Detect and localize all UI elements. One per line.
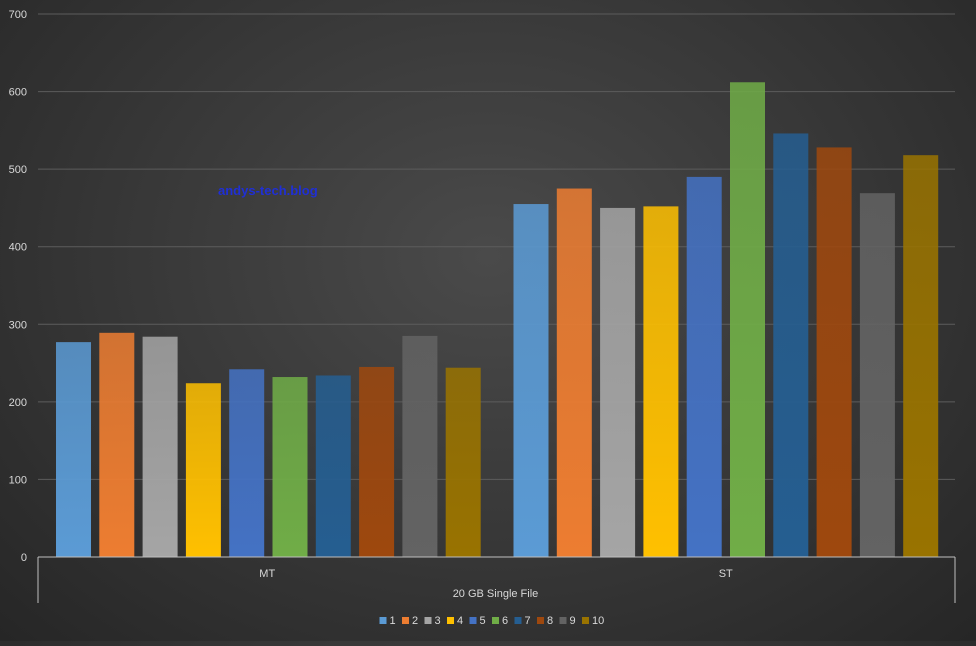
legend-item: 1 [379,615,396,627]
y-tick-label: 200 [9,397,27,409]
legend-label: 4 [457,615,463,627]
legend-swatch [402,617,409,624]
y-tick-label: 100 [9,474,27,486]
legend-label: 1 [390,615,396,627]
bar-mt-series-2 [99,332,135,557]
legend-label: 10 [592,615,604,627]
y-tick-label: 300 [9,319,27,331]
legend-label: 9 [570,615,576,627]
bar-mt-series-8 [359,366,395,557]
legend-label: 5 [480,615,486,627]
legend-item: 10 [582,615,604,627]
bar-mt-series-1 [56,342,91,557]
legend-swatch [537,617,544,624]
legend-swatch [447,617,454,624]
legend-swatch [469,617,477,624]
bar-mt-series-6 [272,377,308,557]
legend-swatch [379,617,387,624]
bar-mt-series-7 [315,375,351,557]
legend-label: 2 [412,615,418,627]
legend-item: 7 [514,615,531,627]
legend-item: 6 [492,615,508,627]
legend-label: 8 [547,615,553,627]
bar-st-series-3 [600,207,636,557]
bar-st-series-5 [686,176,722,557]
legend-label: 6 [502,615,508,627]
bar-st-series-7 [773,133,809,557]
legend-item: 2 [402,615,418,627]
bar-st-series-2 [556,188,592,558]
y-tick-label: 0 [21,552,27,564]
legend-swatch [424,617,432,624]
legend-label: 3 [435,615,441,627]
legend-item: 5 [469,615,486,627]
y-tick-label: 700 [9,9,27,21]
bar-st-series-9 [859,193,895,557]
legend-swatch [559,617,567,624]
bars [56,82,939,558]
x-category-label: ST [719,568,733,580]
x-category-label: MT [259,568,275,580]
bar-mt-series-4 [185,383,221,557]
y-axis-ticks: 0 100 200 300 400 500 600 700 [9,9,27,564]
bar-mt-series-9 [402,335,438,557]
bar-st-series-1 [513,204,549,558]
legend-item: 3 [424,615,441,627]
legend-swatch [514,617,522,624]
bar-st-series-8 [816,147,852,557]
bar-st-series-6 [730,82,765,558]
bar-st-series-10 [903,155,939,557]
y-tick-label: 500 [9,164,27,176]
legend: 1 2 3 4 5 6 7 8 9 10 [379,615,604,627]
bar-mt-series-3 [142,336,178,557]
bar-st-series-4 [643,206,679,557]
legend-item: 4 [447,615,463,627]
legend-swatch [492,617,499,624]
x-axis: MT ST 20 GB Single File [37,556,956,603]
x-axis-group-label: 20 GB Single File [453,588,539,600]
legend-label: 7 [525,615,531,627]
y-tick-label: 600 [9,87,27,99]
legend-swatch [582,617,589,624]
bar-mt-series-5 [229,369,265,557]
legend-item: 8 [537,615,553,627]
bar-mt-series-10 [445,367,481,557]
legend-item: 9 [559,615,576,627]
watermark: andys-tech.blog [218,183,318,198]
y-tick-label: 400 [9,242,27,254]
